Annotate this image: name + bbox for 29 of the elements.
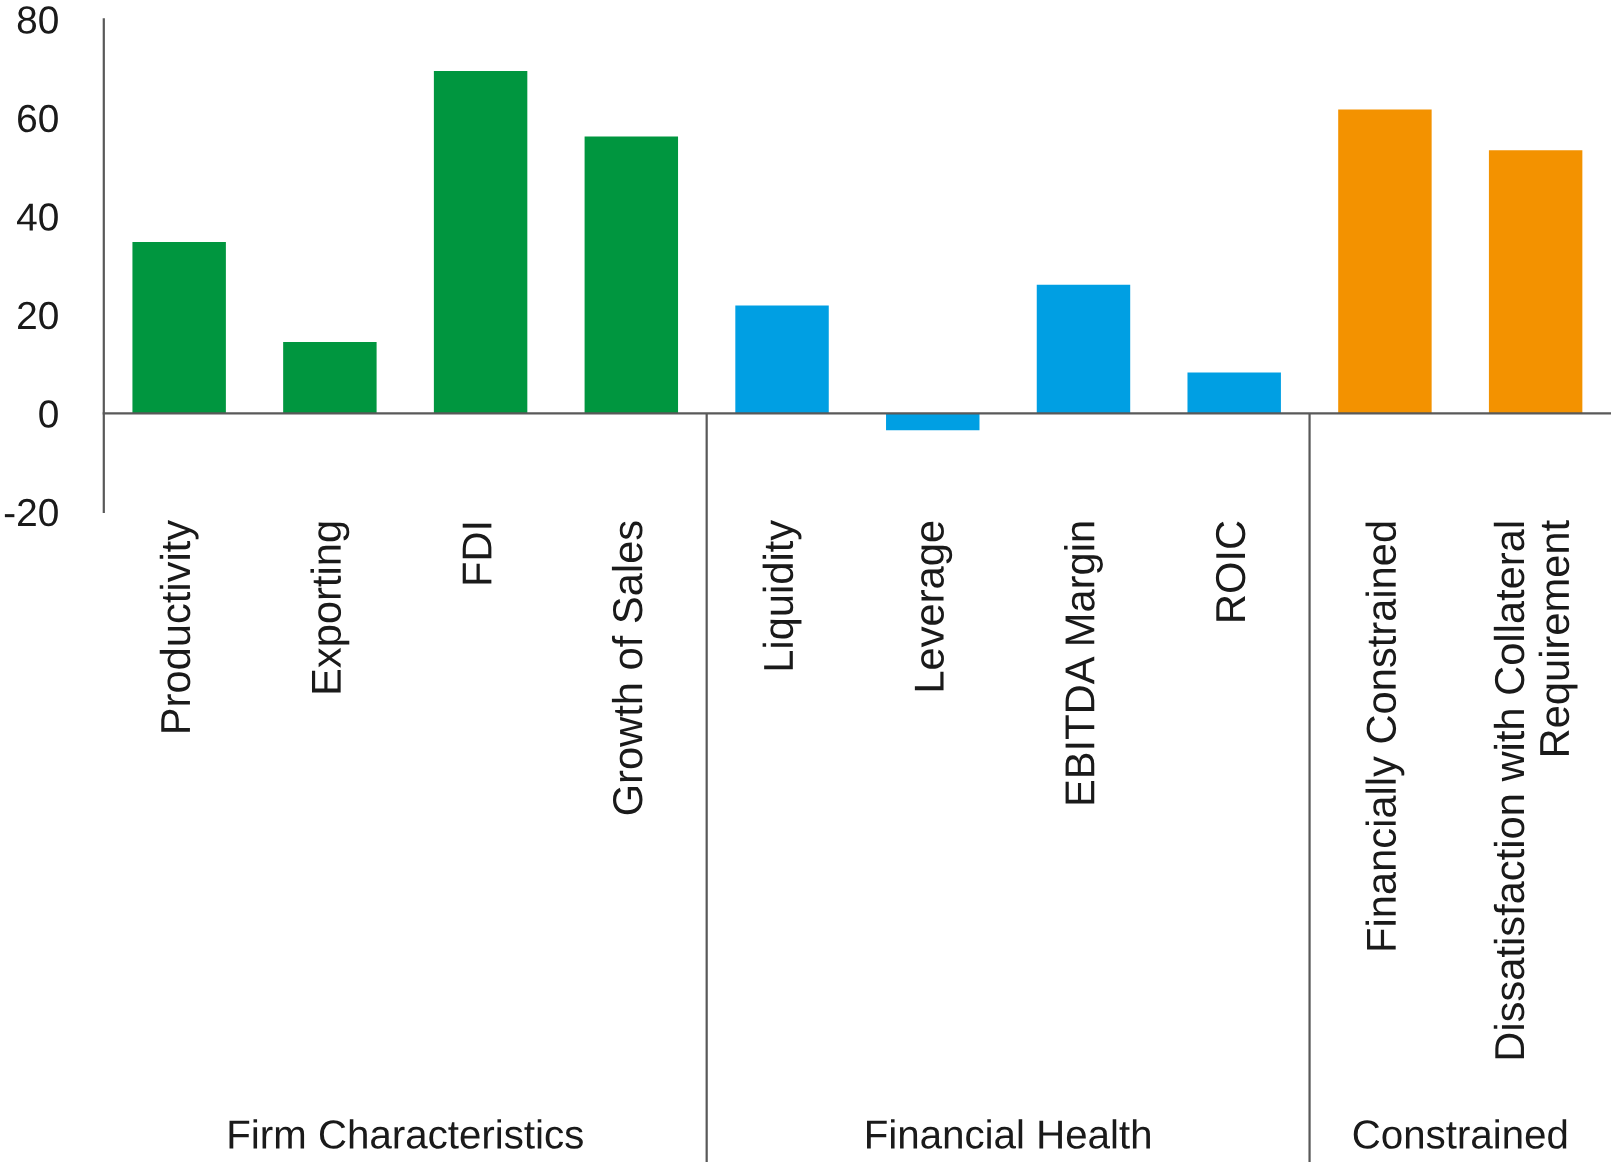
x-tick-label: Liquidity [762,519,802,670]
y-tick-label: 20 [18,301,58,330]
bar [886,413,980,431]
bar [132,241,226,414]
x-tick-label: Dissatisfaction with Collateral Requirement [1493,520,1578,1059]
x-tick-label: ROIC [1215,521,1246,621]
x-tick-label: Financially Constrained [1365,522,1405,950]
y-tick-label: 60 [18,104,58,133]
x-tick-label: FDI [462,523,492,584]
x-tick-label: Productivity [159,519,199,732]
bar [1187,372,1281,414]
y-tick-label: 40 [17,203,58,231]
x-tick-label: Growth of Sales [611,521,643,815]
bar [433,71,528,414]
text: Firm Characteristics [229,1119,583,1149]
y-tick-label: 80 [17,6,58,34]
bar [1036,284,1131,414]
bar [1488,150,1583,414]
y-tick-label: -20 [4,498,58,527]
text: Constrained [1353,1119,1567,1149]
text: Financial Health [867,1119,1150,1149]
x-tick-label: EBITDA Margin [1064,522,1103,804]
bar [283,341,377,414]
bar [1338,109,1432,414]
y-tick-label: 0 [39,400,58,428]
x-tick-label: Exporting [310,522,350,693]
x-tick-label: Leverage [914,521,953,691]
bar [584,136,679,414]
bar [735,305,829,414]
